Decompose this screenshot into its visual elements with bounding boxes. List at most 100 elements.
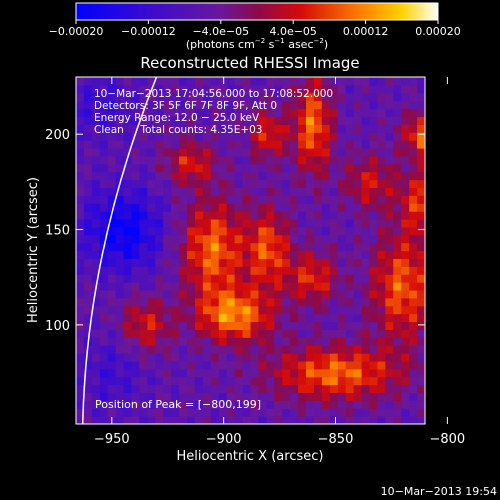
heatmap-cell: [123, 289, 133, 299]
heatmap-cell: [163, 195, 172, 204]
heatmap-cell: [321, 92, 331, 102]
heatmap-cell: [234, 163, 244, 173]
heatmap-cell: [321, 108, 331, 118]
heatmap-cell: [417, 416, 425, 424]
heatmap-cell: [377, 400, 386, 409]
heatmap-cell: [329, 400, 339, 409]
heatmap-cell: [123, 408, 133, 417]
heatmap-cell: [345, 384, 355, 394]
heatmap-cell: [139, 203, 148, 212]
heatmap-cell: [210, 345, 220, 354]
heatmap-cell: [147, 124, 156, 133]
heatmap-cell: [218, 187, 228, 196]
heatmap-cell: [202, 163, 212, 173]
heatmap-cell: [139, 392, 148, 401]
heatmap-cell: [290, 234, 299, 244]
heatmap-cell: [218, 100, 228, 110]
heatmap-cell: [361, 187, 371, 196]
heatmap-cell: [107, 282, 117, 291]
heatmap-cell: [385, 179, 394, 189]
heatmap-cell: [290, 195, 299, 204]
heatmap-cell: [361, 297, 371, 307]
heatmap-cell: [290, 116, 299, 125]
heatmap-cell: [385, 92, 394, 102]
heatmap-cell: [99, 368, 109, 378]
heatmap-cell: [242, 345, 252, 354]
heatmap-cell: [409, 392, 418, 401]
heatmap-cell: [147, 289, 156, 299]
heatmap-cell: [194, 84, 204, 94]
heatmap-cell: [218, 305, 228, 315]
heatmap-cell: [131, 147, 141, 157]
heatmap-cell: [107, 329, 117, 338]
heatmap-cell: [250, 116, 260, 125]
heatmap-cell: [187, 100, 196, 110]
heatmap-cell: [155, 376, 164, 386]
heatmap-cell: [202, 392, 212, 401]
heatmap-cell: [115, 360, 125, 370]
heatmap-cell: [409, 218, 418, 228]
heatmap-cell: [337, 147, 347, 157]
heatmap-cell: [353, 360, 363, 370]
heatmap-cell: [321, 408, 331, 417]
heatmap-cell: [242, 408, 252, 417]
heatmap-cell: [353, 345, 363, 354]
heatmap-cell: [107, 124, 117, 133]
heatmap-cell: [123, 234, 133, 244]
heatmap-cell: [202, 84, 212, 94]
heatmap-cell: [313, 132, 323, 141]
heatmap-cell: [155, 242, 164, 252]
heatmap-cell: [139, 353, 148, 362]
heatmap-cell: [385, 384, 394, 394]
heatmap-cell: [401, 305, 410, 315]
heatmap-cell: [91, 163, 101, 173]
heatmap-cell: [187, 242, 196, 252]
heatmap-cell: [353, 147, 363, 157]
heatmap-cell: [171, 353, 180, 362]
heatmap-cell: [361, 203, 371, 212]
heatmap-cell: [76, 77, 85, 86]
heatmap-cell: [131, 163, 141, 173]
heatmap-cell: [266, 392, 275, 401]
heatmap-cell: [107, 100, 117, 110]
heatmap-cell: [282, 408, 291, 417]
heatmap-cell: [282, 77, 291, 86]
heatmap-cell: [266, 92, 275, 102]
heatmap-cell: [115, 77, 125, 86]
heatmap-cell: [99, 147, 109, 157]
heatmap-cell: [187, 289, 196, 299]
heatmap-cell: [337, 100, 347, 110]
heatmap-cell: [337, 289, 347, 299]
heatmap-cell: [377, 289, 386, 299]
heatmap-cell: [202, 337, 212, 346]
heatmap-cell: [353, 226, 363, 236]
heatmap-cell: [377, 218, 386, 228]
heatmap-cell: [329, 274, 339, 283]
y-tick-label: 100: [45, 319, 70, 334]
heatmap-cell: [115, 376, 125, 386]
heatmap-cell: [131, 305, 141, 315]
heatmap-cell: [369, 416, 379, 424]
heatmap-cell: [266, 282, 275, 291]
heatmap-cell: [329, 360, 339, 370]
heatmap-cell: [361, 266, 371, 275]
heatmap-cell: [266, 226, 275, 236]
heatmap-cell: [290, 242, 299, 252]
heatmap-cell: [83, 360, 93, 370]
heatmap-cell: [163, 132, 172, 141]
heatmap-cell: [83, 282, 93, 291]
heatmap-cell: [385, 368, 394, 378]
heatmap-cell: [155, 321, 164, 330]
heatmap-cell: [313, 147, 323, 157]
heatmap-cell: [361, 408, 371, 417]
heatmap-cell: [337, 321, 347, 330]
heatmap-cell: [369, 408, 379, 417]
heatmap-cell: [282, 187, 291, 196]
heatmap-cell: [91, 147, 101, 157]
heatmap-cell: [290, 77, 299, 86]
heatmap-cell: [393, 92, 402, 102]
heatmap-cell: [218, 77, 228, 86]
heatmap-cell: [282, 329, 291, 338]
heatmap-cell: [91, 274, 101, 283]
heatmap-cell: [266, 345, 275, 354]
